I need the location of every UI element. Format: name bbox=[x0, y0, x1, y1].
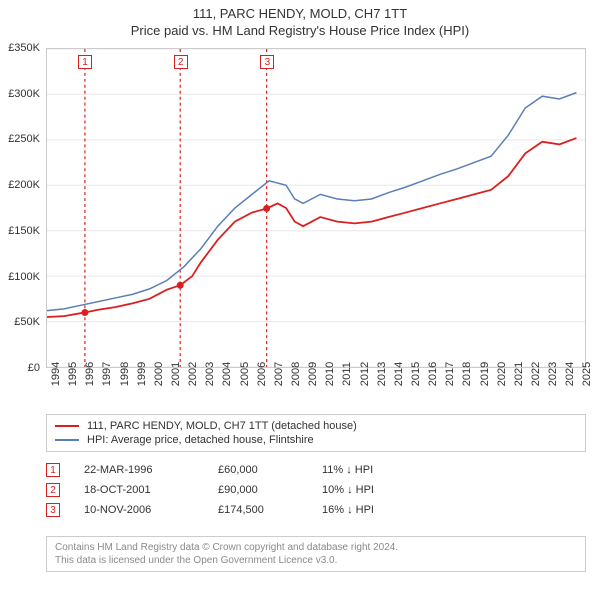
event-date-2: 18-OCT-2001 bbox=[84, 484, 194, 496]
x-tick-label: 2002 bbox=[187, 362, 199, 386]
legend: 111, PARC HENDY, MOLD, CH7 1TT (detached… bbox=[46, 414, 586, 452]
chart-marker-3: 3 bbox=[260, 55, 274, 69]
x-tick-label: 1995 bbox=[67, 362, 79, 386]
event-price-3: £174,500 bbox=[218, 504, 298, 516]
title-address: 111, PARC HENDY, MOLD, CH7 1TT bbox=[0, 6, 600, 23]
y-tick-label: £350K bbox=[8, 42, 40, 54]
x-tick-label: 2007 bbox=[273, 362, 285, 386]
x-tick-label: 2020 bbox=[496, 362, 508, 386]
x-tick-label: 2024 bbox=[564, 362, 576, 386]
chart-marker-2: 2 bbox=[174, 55, 188, 69]
x-tick-label: 1994 bbox=[50, 362, 62, 386]
legend-item-blue: HPI: Average price, detached house, Flin… bbox=[55, 433, 577, 447]
legend-text-red: 111, PARC HENDY, MOLD, CH7 1TT (detached… bbox=[87, 420, 357, 432]
y-tick-label: £300K bbox=[8, 88, 40, 100]
event-row-2: 2 18-OCT-2001 £90,000 10% ↓ HPI bbox=[46, 480, 586, 500]
event-marker-3: 3 bbox=[46, 503, 60, 517]
event-price-1: £60,000 bbox=[218, 464, 298, 476]
x-tick-label: 2005 bbox=[239, 362, 251, 386]
x-tick-label: 2018 bbox=[461, 362, 473, 386]
legend-swatch-blue bbox=[55, 439, 79, 441]
x-tick-label: 2021 bbox=[513, 362, 525, 386]
x-tick-label: 2012 bbox=[359, 362, 371, 386]
x-tick-label: 2006 bbox=[256, 362, 268, 386]
event-marker-2: 2 bbox=[46, 483, 60, 497]
event-diff-3: 16% ↓ HPI bbox=[322, 504, 374, 516]
event-diff-2: 10% ↓ HPI bbox=[322, 484, 374, 496]
x-tick-label: 2001 bbox=[170, 362, 182, 386]
event-diff-1: 11% ↓ HPI bbox=[322, 464, 373, 476]
x-tick-label: 1998 bbox=[119, 362, 131, 386]
x-tick-label: 2015 bbox=[410, 362, 422, 386]
x-tick-label: 2023 bbox=[547, 362, 559, 386]
event-marker-1: 1 bbox=[46, 463, 60, 477]
x-tick-label: 2003 bbox=[204, 362, 216, 386]
x-tick-label: 2013 bbox=[376, 362, 388, 386]
footer-line-1: Contains HM Land Registry data © Crown c… bbox=[55, 541, 577, 554]
x-tick-label: 2025 bbox=[581, 362, 593, 386]
page: 111, PARC HENDY, MOLD, CH7 1TT Price pai… bbox=[0, 0, 600, 590]
event-date-1: 22-MAR-1996 bbox=[84, 464, 194, 476]
x-tick-label: 2000 bbox=[153, 362, 165, 386]
x-tick-label: 2009 bbox=[307, 362, 319, 386]
title-subtitle: Price paid vs. HM Land Registry's House … bbox=[0, 23, 600, 40]
chart-marker-1: 1 bbox=[78, 55, 92, 69]
x-tick-label: 2019 bbox=[479, 362, 491, 386]
chart-svg bbox=[47, 49, 585, 367]
y-tick-label: £250K bbox=[8, 133, 40, 145]
x-tick-label: 2014 bbox=[393, 362, 405, 386]
y-tick-label: £200K bbox=[8, 179, 40, 191]
chart-plot-area: 1 2 3 bbox=[46, 48, 586, 368]
x-tick-label: 1999 bbox=[136, 362, 148, 386]
title-block: 111, PARC HENDY, MOLD, CH7 1TT Price pai… bbox=[0, 0, 600, 40]
events-table: 1 22-MAR-1996 £60,000 11% ↓ HPI 2 18-OCT… bbox=[46, 460, 586, 520]
x-tick-label: 2022 bbox=[530, 362, 542, 386]
event-row-3: 3 10-NOV-2006 £174,500 16% ↓ HPI bbox=[46, 500, 586, 520]
legend-swatch-red bbox=[55, 425, 79, 427]
y-tick-label: £0 bbox=[28, 362, 40, 374]
x-tick-label: 2017 bbox=[444, 362, 456, 386]
footer-line-2: This data is licensed under the Open Gov… bbox=[55, 554, 577, 567]
event-price-2: £90,000 bbox=[218, 484, 298, 496]
y-tick-label: £150K bbox=[8, 225, 40, 237]
x-tick-label: 2011 bbox=[341, 362, 353, 386]
x-tick-label: 2010 bbox=[324, 362, 336, 386]
event-row-1: 1 22-MAR-1996 £60,000 11% ↓ HPI bbox=[46, 460, 586, 480]
x-tick-label: 1996 bbox=[84, 362, 96, 386]
x-axis-labels: 1994199519961997199819992000200120022003… bbox=[46, 370, 586, 410]
event-date-3: 10-NOV-2006 bbox=[84, 504, 194, 516]
y-tick-label: £100K bbox=[8, 271, 40, 283]
legend-item-red: 111, PARC HENDY, MOLD, CH7 1TT (detached… bbox=[55, 419, 577, 433]
y-tick-label: £50K bbox=[14, 316, 40, 328]
y-axis-labels: £0£50K£100K£150K£200K£250K£300K£350K bbox=[0, 48, 44, 368]
footer-attribution: Contains HM Land Registry data © Crown c… bbox=[46, 536, 586, 572]
x-tick-label: 2008 bbox=[290, 362, 302, 386]
x-tick-label: 2016 bbox=[427, 362, 439, 386]
x-tick-label: 2004 bbox=[221, 362, 233, 386]
legend-text-blue: HPI: Average price, detached house, Flin… bbox=[87, 434, 314, 446]
x-tick-label: 1997 bbox=[101, 362, 113, 386]
